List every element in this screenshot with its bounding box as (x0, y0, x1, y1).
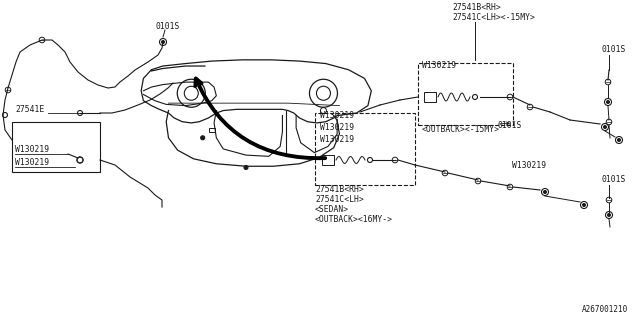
Circle shape (618, 139, 621, 141)
Text: W130219: W130219 (320, 111, 354, 120)
Text: 27541C<LH>: 27541C<LH> (315, 195, 364, 204)
Text: <SEDAN>: <SEDAN> (315, 205, 349, 214)
Bar (322, 155, 334, 165)
Text: 27541B<RH>: 27541B<RH> (315, 185, 364, 194)
Text: 27541C<LH><-15MY>: 27541C<LH><-15MY> (452, 13, 535, 22)
Circle shape (244, 165, 248, 170)
Circle shape (201, 136, 205, 140)
Text: 0101S: 0101S (155, 22, 179, 31)
Circle shape (607, 100, 609, 103)
Circle shape (582, 204, 586, 206)
Text: W130219: W130219 (15, 145, 49, 154)
Bar (418, 63, 513, 125)
Text: 0101S: 0101S (601, 175, 625, 184)
Circle shape (604, 125, 607, 129)
Text: 27541B<RH>: 27541B<RH> (452, 3, 500, 12)
Text: <OUTBACK><16MY->: <OUTBACK><16MY-> (315, 215, 393, 224)
Bar (12, 122, 100, 172)
Circle shape (607, 213, 611, 217)
Bar (424, 92, 436, 102)
Circle shape (161, 41, 164, 44)
Text: <OUTBACK><-15MY>: <OUTBACK><-15MY> (422, 125, 500, 134)
Text: 0101S: 0101S (497, 121, 522, 130)
Text: W130219: W130219 (320, 135, 354, 144)
Text: W130219: W130219 (15, 158, 49, 167)
Text: W130219: W130219 (512, 161, 546, 170)
Text: A267001210: A267001210 (582, 305, 628, 314)
Text: W130219: W130219 (320, 123, 354, 132)
Text: 27541E: 27541E (15, 105, 44, 114)
Bar (209, 128, 215, 132)
Text: 0101S: 0101S (601, 45, 625, 54)
Circle shape (543, 190, 547, 194)
Text: W130219: W130219 (422, 61, 456, 70)
Bar (315, 113, 415, 185)
